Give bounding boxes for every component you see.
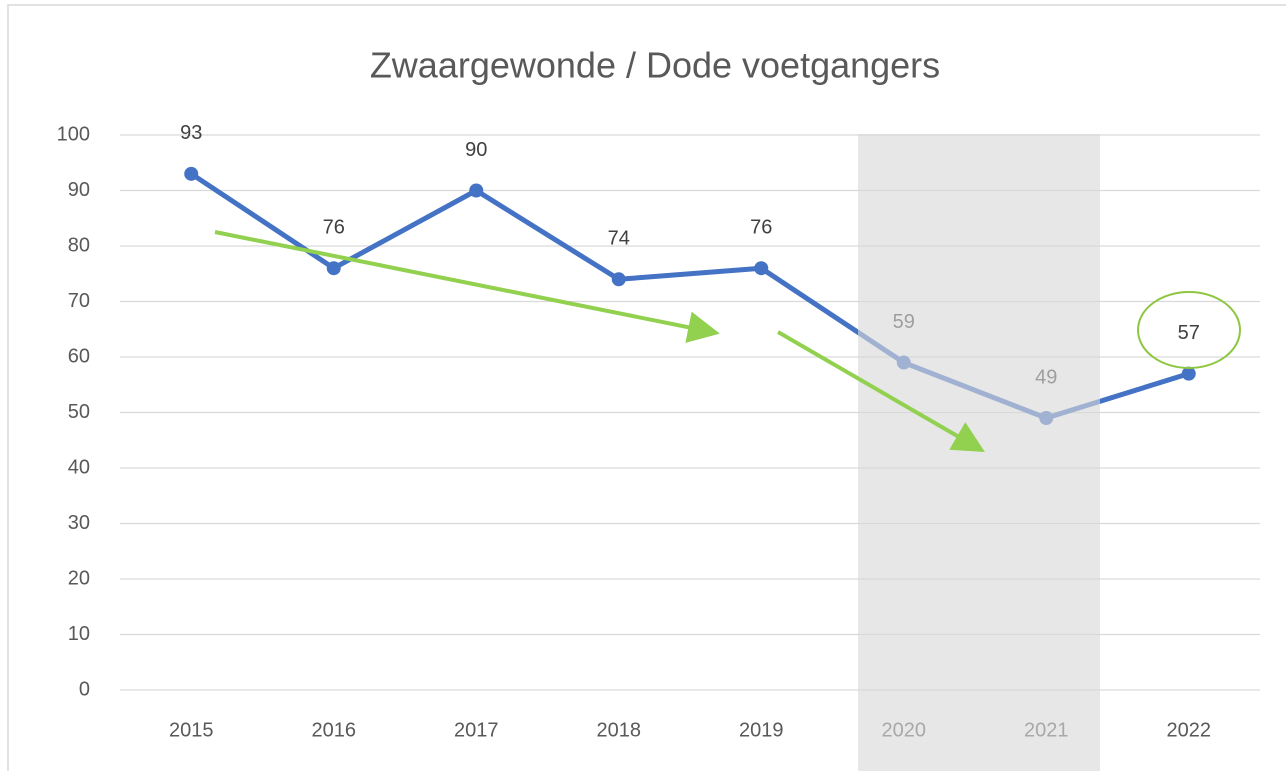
trend-arrow xyxy=(776,330,985,453)
x-tick-label: 2022 xyxy=(1167,719,1212,741)
y-tick-label: 60 xyxy=(68,345,90,367)
highlight-circle xyxy=(1137,291,1241,369)
x-tick-label: 2017 xyxy=(454,719,499,741)
shaded-period xyxy=(858,134,1100,771)
data-point xyxy=(469,183,484,198)
y-tick-label: 50 xyxy=(68,401,90,423)
annotations xyxy=(214,230,1241,453)
data-label: 93 xyxy=(180,122,202,144)
data-point xyxy=(754,261,769,276)
data-label: 90 xyxy=(465,139,487,161)
data-point xyxy=(611,272,626,287)
y-tick-label: 70 xyxy=(68,290,90,312)
data-point xyxy=(326,261,341,276)
y-tick-label: 10 xyxy=(68,623,90,645)
y-tick-label: 30 xyxy=(68,512,90,534)
x-tick-label: 2019 xyxy=(739,719,784,741)
x-tick-label: 2018 xyxy=(597,719,642,741)
data-point xyxy=(1181,366,1196,381)
data-label: 57 xyxy=(1178,322,1200,344)
y-tick-label: 40 xyxy=(68,456,90,478)
y-tick-label: 0 xyxy=(79,678,90,700)
y-tick-label: 80 xyxy=(68,234,90,256)
chart-title: Zwaargewonde / Dode voetgangers xyxy=(370,45,940,86)
y-tick-label: 100 xyxy=(57,123,90,145)
y-tick-label: 90 xyxy=(68,179,90,201)
trend-arrow xyxy=(214,230,720,343)
x-tick-label: 2015 xyxy=(169,719,214,741)
x-tick-label: 2016 xyxy=(312,719,357,741)
data-label: 76 xyxy=(323,216,345,238)
data-label: 76 xyxy=(750,216,772,238)
y-tick-label: 20 xyxy=(68,567,90,589)
data-label: 74 xyxy=(608,228,630,250)
data-point xyxy=(184,166,199,181)
